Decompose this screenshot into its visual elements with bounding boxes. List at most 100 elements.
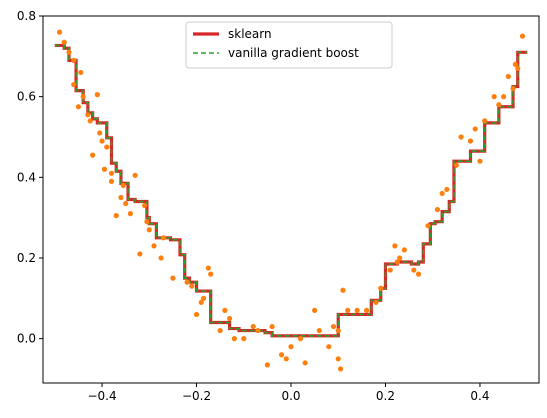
data-point <box>146 227 152 233</box>
x-tick-label: −0.4 <box>87 389 116 403</box>
data-point <box>113 213 119 219</box>
data-point <box>335 356 341 362</box>
data-point <box>392 243 398 249</box>
data-point <box>217 327 223 334</box>
y-tick-label: 0.8 <box>17 9 36 23</box>
data-point <box>118 194 124 201</box>
data-point <box>439 190 445 197</box>
data-point <box>137 251 143 257</box>
data-point <box>170 275 176 281</box>
data-point <box>482 118 488 124</box>
data-point <box>264 362 270 368</box>
data-point <box>205 265 211 271</box>
data-point <box>123 200 129 207</box>
legend-label: sklearn <box>228 27 272 41</box>
data-point <box>283 356 289 362</box>
data-point <box>241 336 247 342</box>
y-tick-label: 0.2 <box>17 251 36 265</box>
data-point <box>345 307 351 314</box>
data-point <box>519 33 526 39</box>
data-point <box>193 311 200 318</box>
data-point <box>80 94 86 100</box>
data-point <box>56 29 63 35</box>
data-point <box>141 202 148 209</box>
data-point <box>505 73 511 80</box>
data-point <box>226 315 233 322</box>
data-point <box>411 267 417 273</box>
x-tick-label: 0.2 <box>376 389 395 403</box>
data-point <box>255 327 261 334</box>
data-point <box>496 102 502 108</box>
data-point <box>326 344 332 350</box>
data-point <box>90 152 96 158</box>
data-point <box>61 39 67 45</box>
data-point <box>316 327 322 334</box>
data-point <box>250 323 256 330</box>
data-point <box>515 65 521 72</box>
x-tick-label: −0.2 <box>182 389 211 403</box>
data-point <box>87 118 93 124</box>
data-point <box>144 219 150 225</box>
data-point <box>500 94 507 100</box>
data-point <box>269 323 275 330</box>
data-point <box>231 336 237 342</box>
data-point <box>158 255 164 261</box>
data-point <box>94 92 100 98</box>
data-point <box>189 283 195 289</box>
data-point <box>434 206 441 213</box>
legend-box <box>185 21 393 69</box>
legend: sklearn vanilla gradient boost <box>185 21 393 69</box>
data-point <box>198 299 204 305</box>
data-point <box>71 57 77 63</box>
data-point <box>184 279 190 285</box>
data-point <box>288 344 294 350</box>
data-point <box>363 307 370 314</box>
axes-frame <box>42 15 540 384</box>
data-point <box>108 170 115 176</box>
data-point <box>297 336 304 342</box>
data-point <box>278 352 285 358</box>
plot-data-layer <box>54 29 528 372</box>
data-point <box>397 255 403 261</box>
data-point <box>425 223 431 229</box>
data-point <box>66 49 72 55</box>
data-point <box>338 366 344 372</box>
data-point <box>85 112 91 118</box>
data-point <box>354 307 360 314</box>
axis-ticks: −0.4 −0.2 0.0 0.2 0.4 0.0 0.2 0.4 0.6 0.8 <box>17 9 490 403</box>
data-point <box>373 299 379 305</box>
data-point <box>453 162 459 168</box>
data-point <box>104 144 110 150</box>
data-point <box>71 81 77 88</box>
x-tick-label: 0.4 <box>470 389 489 403</box>
data-point <box>401 247 407 253</box>
data-point <box>208 271 214 277</box>
x-tick-label: 0.0 <box>281 389 300 403</box>
data-point <box>160 235 167 241</box>
data-point <box>330 323 337 330</box>
data-point <box>458 134 464 140</box>
data-point <box>222 307 228 314</box>
y-tick-label: 0.6 <box>17 90 36 104</box>
data-point <box>101 166 108 172</box>
data-point <box>201 295 207 301</box>
legend-label: vanilla gradient boost <box>228 46 359 60</box>
y-tick-label: 0.4 <box>17 170 36 184</box>
data-point <box>472 126 478 132</box>
plot-area <box>54 29 528 372</box>
data-point <box>127 211 133 217</box>
data-point <box>151 243 157 249</box>
data-point <box>108 178 115 184</box>
data-point <box>302 360 308 366</box>
data-point <box>444 186 450 193</box>
data-point <box>491 94 497 100</box>
data-point <box>75 104 82 110</box>
data-point <box>394 259 400 265</box>
data-point <box>78 69 84 76</box>
data-point <box>387 267 393 273</box>
data-point <box>510 85 516 92</box>
y-tick-label: 0.0 <box>17 332 36 346</box>
data-point <box>467 138 474 144</box>
